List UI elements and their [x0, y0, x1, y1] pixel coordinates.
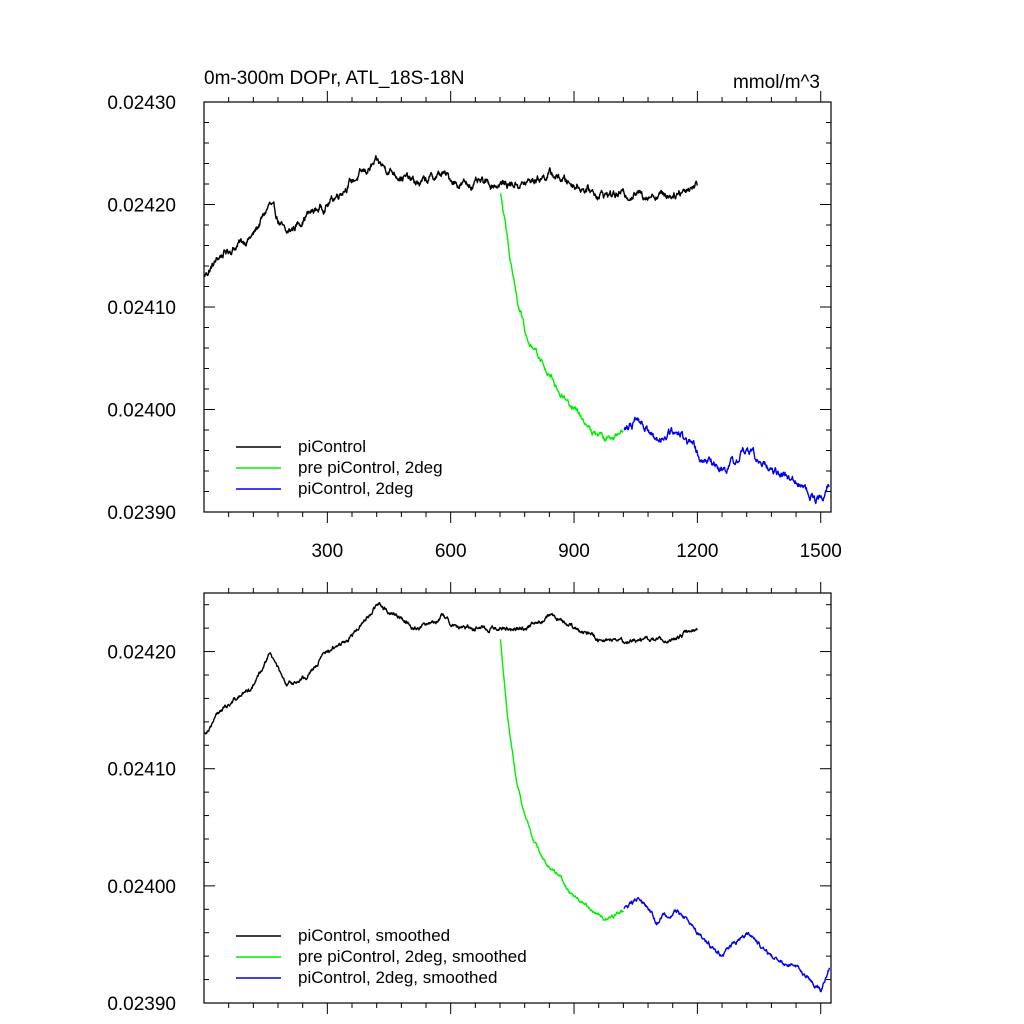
bottom-panel: 0.02390 0.02400 0.02410 0.02420 piControl, … — [107, 582, 832, 1015]
chart-title: 0m-300m DOPr, ATL_18S-18N — [204, 68, 464, 89]
y-tick-label: 0.02410 — [107, 760, 176, 781]
x-tick-label: 300 — [311, 541, 343, 562]
legend-label: pre piControl, 2deg — [298, 458, 443, 477]
y-tick-label: 0.02400 — [107, 877, 176, 898]
series-line-pre-picontrol-2deg-smoothed — [499, 639, 625, 921]
y-tick-label: 0.02410 — [107, 298, 176, 319]
series-line-picontrol-2deg — [623, 416, 830, 505]
units-label: mmol/m^3 — [733, 72, 820, 93]
legend: piControl pre piControl, 2deg piControl, 2… — [236, 437, 443, 498]
legend-label: piControl, smoothed — [298, 926, 450, 945]
x-tick-label: 1500 — [800, 541, 842, 562]
series-layer — [203, 154, 830, 505]
y-tick-label: 0.02400 — [107, 401, 176, 422]
y-tick-label: 0.02390 — [107, 503, 176, 524]
x-tick-label: 600 — [435, 541, 467, 562]
series-line-picontrol — [203, 154, 699, 277]
series-line-picontrol-smoothed — [204, 602, 698, 735]
axes-ticks: 0.02390 0.02400 0.02410 0.02420 — [107, 582, 831, 1015]
legend: piControl, smoothed pre piControl, 2deg, … — [236, 926, 527, 987]
series-line-pre-picontrol-2deg — [499, 193, 624, 442]
legend-label: piControl — [298, 437, 366, 456]
legend-label: piControl, 2deg, smoothed — [298, 968, 497, 987]
x-tick-label: 1200 — [676, 541, 718, 562]
plot-frame — [203, 101, 832, 513]
x-tick-label: 900 — [558, 541, 590, 562]
top-panel: 0m-300m DOPr, ATL_18S-18N mmol/m^3 300 60… — [107, 68, 842, 562]
y-tick-label: 0.02420 — [107, 643, 176, 664]
series-line-picontrol-2deg-smoothed — [623, 897, 831, 993]
series-layer — [204, 602, 831, 993]
plot-frame — [203, 592, 832, 1004]
y-tick-label: 0.02430 — [107, 93, 176, 114]
legend-label: piControl, 2deg — [298, 479, 413, 498]
y-tick-label: 0.02390 — [107, 994, 176, 1015]
y-tick-label: 0.02420 — [107, 196, 176, 217]
legend-label: pre piControl, 2deg, smoothed — [298, 947, 527, 966]
axes-ticks: 300 600 900 1200 1500 0.02390 0.02400 0.02410 0.… — [107, 91, 842, 562]
